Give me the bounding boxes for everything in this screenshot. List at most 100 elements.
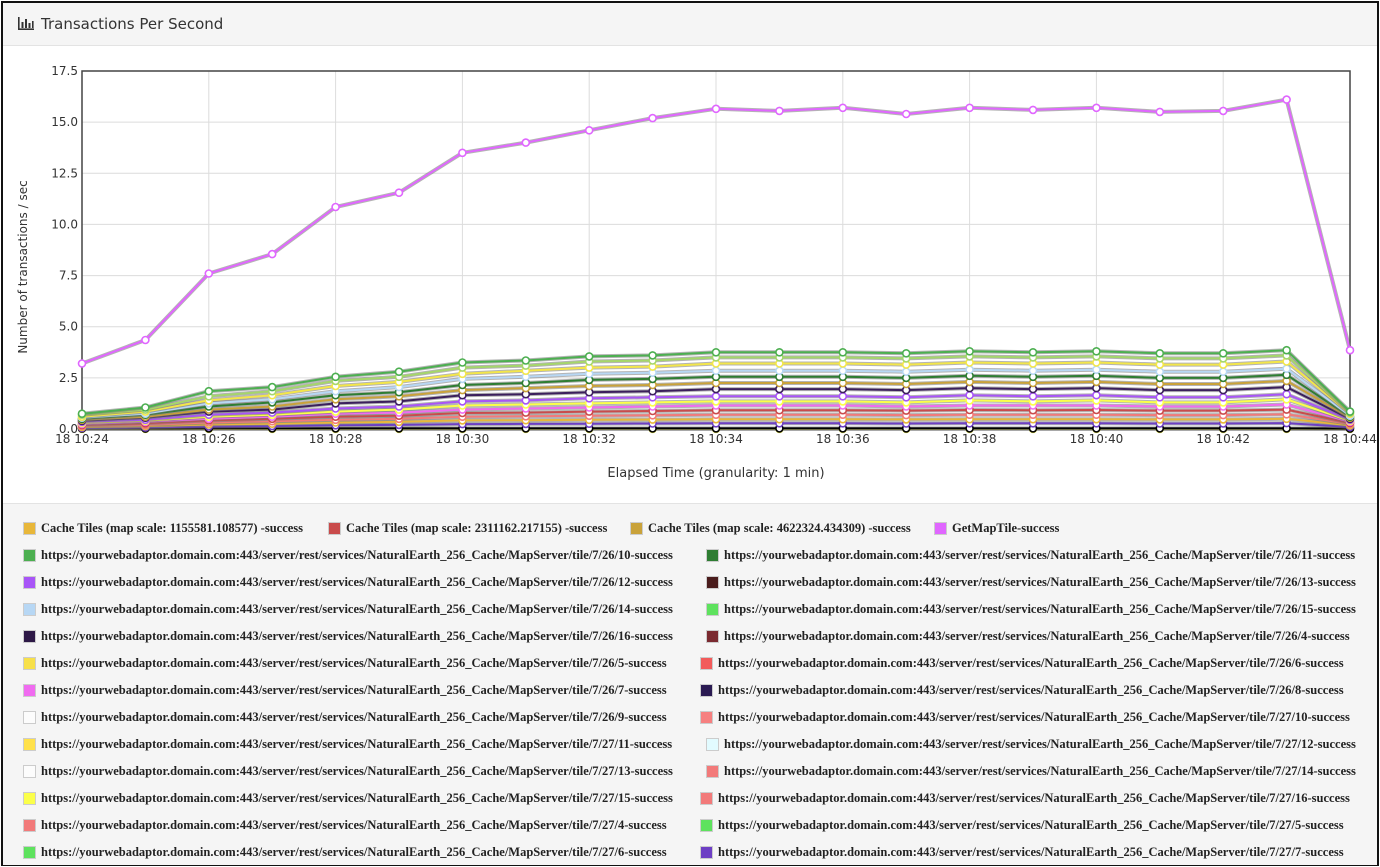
legend-label: https://yourwebadaptor.domain.com:443/se… [41, 602, 673, 616]
legend-swatch [328, 522, 341, 535]
data-point [1282, 95, 1291, 104]
legend-swatch [700, 846, 713, 859]
data-point [1282, 364, 1291, 374]
legend-label: https://yourwebadaptor.domain.com:443/se… [718, 710, 1350, 724]
legend-label: Cache Tiles (map scale: 2311162.217155) … [346, 521, 608, 535]
series-group [77, 95, 1355, 368]
data-point [267, 382, 277, 392]
data-point [204, 269, 214, 278]
y-axis-label: Number of transactions / sec [16, 180, 30, 353]
data-point [838, 391, 848, 401]
x-tick-label: 18 10:42 [1196, 432, 1250, 446]
data-point [711, 391, 721, 401]
data-point [901, 348, 911, 358]
bar-chart-icon [18, 17, 34, 30]
data-point [838, 366, 848, 376]
tps-line-chart: 0.0 2.5 5.0 7.5 10.0 12.5 15.0 17.5 18 10:24 18 1… [16, 64, 1377, 481]
data-point [711, 366, 721, 376]
data-point [458, 358, 467, 367]
data-point [711, 104, 721, 114]
data-point [1092, 365, 1101, 375]
data-point [458, 148, 467, 158]
legend-swatch [23, 684, 36, 697]
data-point [77, 359, 87, 368]
legend-label: https://yourwebadaptor.domain.com:443/se… [724, 548, 1356, 562]
data-point [141, 403, 150, 412]
y-tick-label: 17.5 [51, 64, 78, 78]
data-point [1282, 345, 1291, 355]
legend-label: https://yourwebadaptor.domain.com:443/se… [718, 791, 1350, 805]
legend-swatch [23, 792, 36, 805]
x-tick-label: 18 10:36 [816, 432, 870, 446]
data-point [1155, 367, 1165, 377]
data-point [1218, 348, 1228, 358]
chart-legend: Cache Tiles (map scale: 1155581.108577) … [3, 503, 1377, 865]
legend-swatch [706, 603, 719, 616]
data-point [775, 366, 784, 376]
legend-swatch [23, 603, 36, 616]
legend-label: https://yourwebadaptor.domain.com:443/se… [718, 656, 1344, 670]
x-tick-label: 18 10:32 [562, 432, 616, 446]
legend-label: GetMapTile-success [952, 521, 1060, 535]
data-point [901, 392, 911, 402]
data-point [648, 351, 657, 360]
legend-swatch [934, 522, 947, 535]
data-point [394, 188, 404, 197]
legend-label: https://yourwebadaptor.domain.com:443/se… [718, 683, 1344, 697]
legend-label: https://yourwebadaptor.domain.com:443/se… [724, 602, 1356, 616]
data-point [1345, 345, 1355, 355]
legend-swatch [23, 576, 36, 589]
legend-label: https://yourwebadaptor.domain.com:443/se… [41, 575, 673, 589]
data-point [521, 138, 531, 147]
data-point [204, 386, 214, 396]
data-point [1218, 106, 1228, 116]
panel-header: Transactions Per Second [3, 3, 1377, 46]
legend-label: https://yourwebadaptor.domain.com:443/se… [724, 629, 1350, 643]
y-tick-label: 15.0 [51, 115, 78, 129]
data-point [141, 335, 150, 345]
legend-label: https://yourwebadaptor.domain.com:443/se… [724, 737, 1356, 751]
x-tick-label: 18 10:44 [1323, 432, 1377, 446]
data-point [77, 409, 87, 419]
legend-swatch [23, 549, 36, 562]
data-point [584, 352, 594, 361]
data-point [965, 365, 974, 375]
data-point [1092, 390, 1101, 400]
data-point [1028, 105, 1038, 115]
data-point [1028, 366, 1038, 376]
legend-label: https://yourwebadaptor.domain.com:443/se… [41, 791, 673, 805]
data-point [521, 356, 531, 365]
legend-label: https://yourwebadaptor.domain.com:443/se… [41, 548, 673, 562]
legend-swatch [700, 684, 713, 697]
legend-swatch [23, 819, 36, 832]
data-point [1282, 389, 1291, 399]
data-point [1028, 347, 1038, 357]
series-group [77, 405, 1355, 430]
y-tick-label: 5.0 [59, 320, 78, 334]
legend-label: https://yourwebadaptor.domain.com:443/se… [41, 737, 673, 751]
data-point [1155, 107, 1165, 117]
y-tick-label: 2.5 [59, 371, 78, 385]
legend-swatch [630, 522, 643, 535]
legend-swatch [700, 657, 713, 670]
legend-label: https://yourwebadaptor.domain.com:443/se… [724, 575, 1356, 589]
y-tick-label: 12.5 [51, 166, 78, 180]
legend-label: https://yourwebadaptor.domain.com:443/se… [724, 764, 1356, 778]
y-tick-label: 0.0 [59, 422, 78, 436]
x-tick-label: 18 10:28 [309, 432, 363, 446]
data-point [584, 126, 594, 135]
series-lines [77, 95, 1355, 434]
legend-swatch [23, 711, 36, 724]
legend-label: https://yourwebadaptor.domain.com:443/se… [41, 629, 673, 643]
data-point [775, 106, 784, 116]
y-tick-label: 7.5 [59, 269, 78, 283]
data-point [1155, 348, 1165, 358]
data-point [1092, 346, 1101, 356]
x-tick-label: 18 10:38 [943, 432, 997, 446]
legend-label: https://yourwebadaptor.domain.com:443/se… [41, 764, 673, 778]
legend-label: https://yourwebadaptor.domain.com:443/se… [718, 845, 1344, 859]
x-axis-label: Elapsed Time (granularity: 1 min) [607, 466, 824, 481]
chart-axes: 0.0 2.5 5.0 7.5 10.0 12.5 15.0 17.5 18 10:24 18 1… [51, 64, 1377, 446]
x-tick-label: 18 10:34 [689, 432, 743, 446]
data-point [901, 109, 911, 119]
